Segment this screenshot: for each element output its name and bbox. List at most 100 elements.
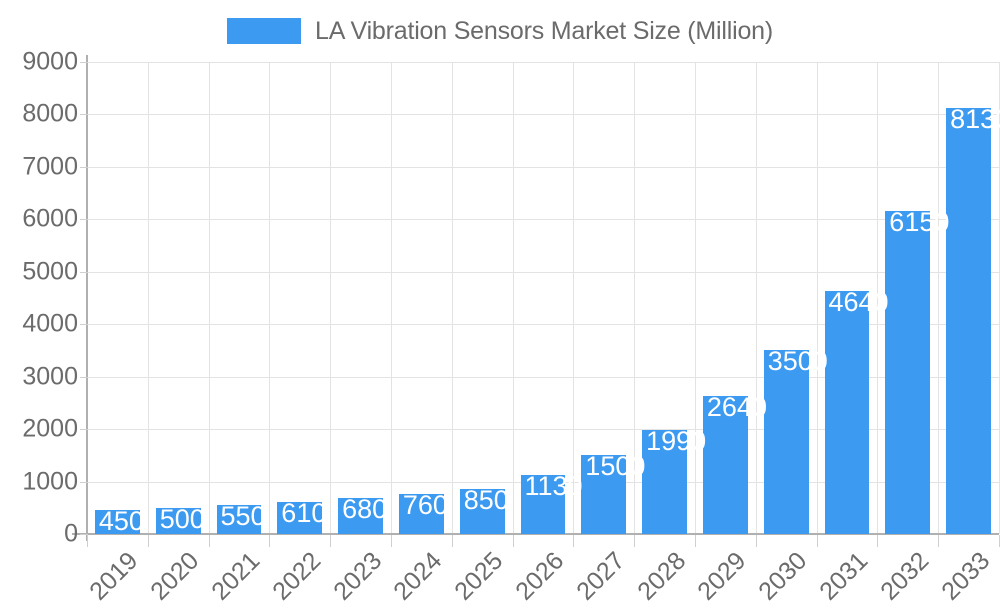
gridline-vertical <box>573 62 575 534</box>
bar-data-label: 1500 <box>585 451 646 482</box>
bar-data-label: 4640 <box>828 286 889 317</box>
y-axis-tick-label: 3000 <box>22 362 78 391</box>
x-axis-tick-label: 2033 <box>935 546 995 606</box>
x-axis-tick-label: 2028 <box>631 546 691 606</box>
gridline-vertical <box>755 62 757 534</box>
bar[interactable] <box>520 474 566 534</box>
y-axis-tick-mark <box>80 62 88 63</box>
bar[interactable] <box>277 502 323 534</box>
bar[interactable] <box>642 429 688 534</box>
y-axis-tick-label: 6000 <box>22 204 78 233</box>
bar[interactable] <box>824 290 870 534</box>
gridline-horizontal <box>87 166 999 168</box>
y-axis-labels: 0 1000 2000 3000 4000 5000 6000 7000 8000 9000 <box>0 0 88 600</box>
gridline-horizontal <box>87 324 999 326</box>
bar-data-label: 2640 <box>706 391 767 422</box>
y-axis-tick-mark <box>80 114 88 116</box>
gridline-vertical <box>512 62 514 534</box>
x-axis-tick-mark <box>877 535 879 547</box>
gridline-vertical <box>634 62 636 534</box>
x-axis-tick-label: 2025 <box>449 546 509 606</box>
x-axis-tick-mark <box>634 535 636 547</box>
bar[interactable] <box>702 395 748 534</box>
gridline-vertical <box>330 62 332 534</box>
x-axis-tick-label: 2032 <box>875 546 935 606</box>
bar-data-label: 550 <box>220 501 266 532</box>
y-axis-tick-mark <box>80 271 88 273</box>
x-axis-tick-label: 2022 <box>267 546 327 606</box>
y-axis-tick-mark <box>80 481 88 483</box>
x-axis-tick-mark <box>512 535 514 547</box>
x-axis-tick-mark <box>938 535 940 547</box>
bar-data-label: 610 <box>281 498 327 528</box>
legend-color-swatch[interactable] <box>227 18 301 44</box>
y-axis-tick-mark <box>80 219 88 221</box>
bar-data-label: 680 <box>342 494 388 525</box>
bar[interactable] <box>459 489 505 534</box>
x-axis-line <box>72 533 999 535</box>
y-axis-tick-mark <box>80 429 88 431</box>
x-axis-tick-mark <box>695 535 696 547</box>
y-axis-tick-mark <box>80 376 88 378</box>
y-axis-tick-mark <box>80 166 88 168</box>
bar[interactable] <box>338 498 384 534</box>
bar[interactable] <box>94 510 140 534</box>
x-axis-tick-label: 2019 <box>84 546 144 606</box>
chart-legend: LA Vibration Sensors Market Size (Millio… <box>0 14 1000 48</box>
gridline-vertical <box>147 62 149 534</box>
bar-data-label: 8130 <box>950 103 1000 134</box>
bar[interactable] <box>398 494 444 534</box>
bar[interactable] <box>763 350 809 534</box>
y-axis-tick-label: 2000 <box>22 414 78 443</box>
x-axis-tick-label: 2023 <box>327 546 387 606</box>
bar-data-label: 1130 <box>524 470 583 501</box>
x-axis-tick-mark <box>330 535 332 547</box>
y-axis-tick-label: 5000 <box>22 257 78 286</box>
legend-label: LA Vibration Sensors Market Size (Millio… <box>315 16 773 45</box>
gridline-vertical <box>938 62 940 534</box>
gridline-horizontal <box>87 429 999 431</box>
y-axis-tick-mark <box>80 324 88 326</box>
x-axis-tick-label: 2029 <box>692 546 752 606</box>
y-axis-tick-label: 9000 <box>22 47 78 76</box>
bar[interactable] <box>946 107 992 534</box>
bar[interactable] <box>155 507 201 534</box>
gridline-horizontal <box>87 219 999 221</box>
x-axis-tick-mark <box>147 535 149 547</box>
y-axis-line <box>86 55 88 541</box>
x-axis-tick-mark <box>755 535 757 547</box>
gridline-horizontal <box>87 271 999 273</box>
y-axis-tick-label: 4000 <box>22 309 78 338</box>
x-axis-tick-mark <box>269 535 271 547</box>
x-axis-tick-mark <box>391 535 392 547</box>
bar-data-label: 450 <box>98 506 144 537</box>
bar-data-label: 3500 <box>767 346 828 377</box>
gridline-vertical <box>877 62 879 534</box>
bar-data-label: 1990 <box>646 425 707 456</box>
x-axis-tick-mark <box>451 535 453 547</box>
gridline-horizontal <box>87 62 999 63</box>
y-axis-tick-label: 8000 <box>22 99 78 128</box>
x-axis-tick-label: 2024 <box>388 546 448 606</box>
gridline-vertical <box>391 62 392 534</box>
bar-data-label: 850 <box>463 485 509 516</box>
bar-data-label: 760 <box>402 490 448 521</box>
gridline-horizontal <box>87 114 999 116</box>
bars-layer <box>87 62 999 534</box>
bar-data-label: 6150 <box>889 207 950 238</box>
x-axis-tick-label: 2031 <box>814 546 874 606</box>
gridline-vertical <box>695 62 696 534</box>
bar[interactable] <box>885 211 931 534</box>
gridline-horizontal <box>87 376 999 378</box>
x-axis-tick-label: 2020 <box>145 546 205 606</box>
gridline-vertical <box>451 62 453 534</box>
gridline-vertical <box>208 62 210 534</box>
x-axis-tick-label: 2021 <box>206 546 266 606</box>
x-axis-tick-label: 2027 <box>571 546 631 606</box>
x-axis-tick-mark <box>87 535 88 547</box>
bar[interactable] <box>216 505 262 534</box>
x-axis-tick-label: 2026 <box>510 546 570 606</box>
x-axis-tick-mark <box>208 535 210 547</box>
bar[interactable] <box>581 455 627 534</box>
